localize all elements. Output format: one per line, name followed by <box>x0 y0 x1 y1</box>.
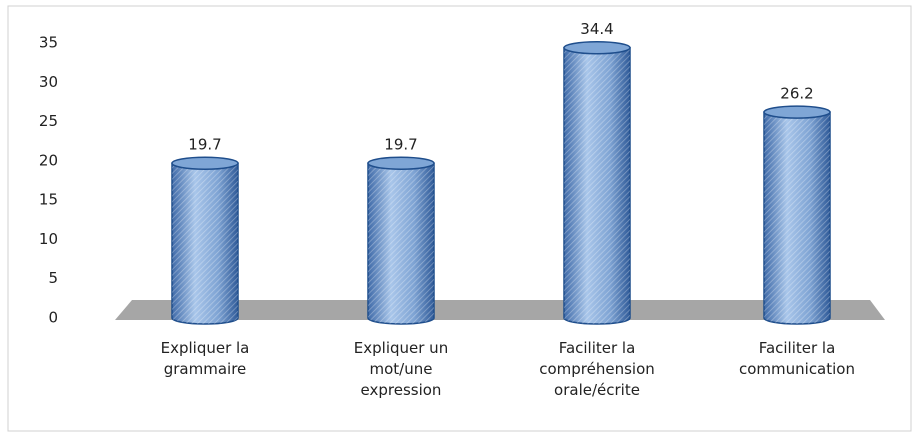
bar <box>563 40 631 325</box>
bar <box>171 156 239 325</box>
y-tick-label: 25 <box>39 112 58 130</box>
y-tick-label: 20 <box>39 151 58 169</box>
y-tick-label: 30 <box>39 73 58 91</box>
y-tick-label: 15 <box>39 191 58 209</box>
floor <box>115 300 885 320</box>
bar <box>367 156 435 325</box>
cylinder-top <box>763 105 831 119</box>
x-tick-label: Expliquer la grammaire <box>160 339 250 378</box>
y-tick-label: 5 <box>48 269 58 287</box>
bar <box>763 105 831 325</box>
value-label: 34.4 <box>580 20 613 38</box>
x-tick-label: Expliquer un mot/une expression <box>353 339 449 399</box>
cylinder-hatch <box>764 112 830 325</box>
cylinder-hatch <box>368 163 434 324</box>
y-tick-label: 0 <box>48 309 58 327</box>
y-tick-label: 35 <box>39 34 58 52</box>
cylinder-hatch <box>172 163 238 324</box>
x-tick-label: Faciliter la compréhension orale/écrite <box>539 339 655 399</box>
x-tick-label: Faciliter la communication <box>738 339 855 378</box>
value-label: 19.7 <box>188 136 221 154</box>
frame <box>7 5 912 432</box>
cylinder-top <box>171 156 239 170</box>
value-label: 19.7 <box>384 136 417 154</box>
cylinder-top <box>367 156 435 170</box>
cylinder-hatch <box>564 47 630 324</box>
value-label: 26.2 <box>780 85 813 103</box>
cylinder-top <box>563 40 631 55</box>
y-tick-label: 10 <box>39 230 58 248</box>
